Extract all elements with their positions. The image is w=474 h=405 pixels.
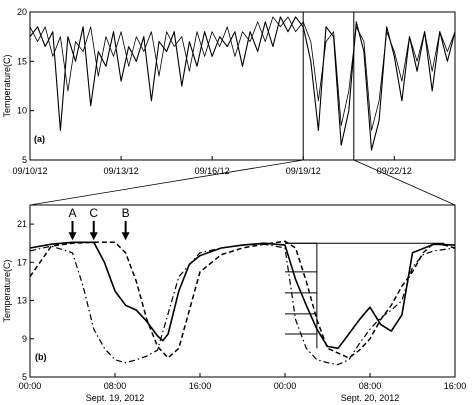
panel-b-y-tick-label: 9 bbox=[22, 334, 27, 344]
panel-a-y-tick-label: 5 bbox=[22, 155, 27, 165]
annotation-a-arrow-head bbox=[68, 232, 77, 241]
panel-b-series-group bbox=[29, 240, 456, 366]
annotation-c: C bbox=[89, 206, 98, 241]
panel-a-x-tick-label: 09/19/12 bbox=[286, 166, 321, 176]
panel-b-axes: 5 9 13 17 21 00:00 08:00 16:00 00:00 08:00 16:00 Se… bbox=[17, 219, 466, 403]
panel-a-plot-area bbox=[29, 11, 456, 161]
panel-b-x-tick-label: 00:00 bbox=[19, 381, 42, 391]
panel-a-x-tick-label: 09/10/12 bbox=[12, 166, 47, 176]
panel-b-y-tick-label: 13 bbox=[17, 296, 27, 306]
zoom-connector-right bbox=[353, 159, 456, 206]
panel-a: 5 10 15 20 09/10/12 09/13/12 09/16/12 09/19/12 0… bbox=[2, 7, 456, 176]
panel-b-label: (b) bbox=[35, 352, 47, 362]
annotation-b-label: B bbox=[122, 206, 130, 220]
panel-b-x-tick-label: 00:00 bbox=[274, 381, 297, 391]
panel-b-x-tick-label: 08:00 bbox=[359, 381, 382, 391]
panel-b-date-label: Sept. 20, 2012 bbox=[341, 393, 400, 403]
panel-a-y-tick-label: 20 bbox=[17, 7, 27, 17]
panel-b-series-dashed-line bbox=[29, 240, 456, 359]
panel-b-series-dash-dot-line bbox=[29, 243, 456, 366]
panel-a-y-axis-title: Temperature(C) bbox=[2, 54, 12, 117]
panel-b-y-tick-label: 17 bbox=[17, 257, 27, 267]
panel-b-y-tick-label: 21 bbox=[17, 219, 27, 229]
panel-b-x-tick-label: 08:00 bbox=[104, 381, 127, 391]
panel-a-x-tick-label: 09/22/12 bbox=[377, 166, 412, 176]
panel-b-date-label: Sept. 19, 2012 bbox=[86, 393, 145, 403]
panel-b-plot-area bbox=[29, 204, 456, 378]
panel-b-y-axis-title: Temperature(C) bbox=[2, 259, 12, 322]
annotation-b-arrow-head bbox=[121, 232, 130, 241]
panel-a-label: (a) bbox=[34, 134, 45, 144]
zoom-connector-lines bbox=[29, 159, 456, 206]
panel-a-series-1-line bbox=[29, 16, 456, 151]
panel-a-x-tick-label: 09/16/12 bbox=[195, 166, 230, 176]
panel-b-x-tick-label: 16:00 bbox=[444, 381, 467, 391]
annotation-c-arrow-head bbox=[89, 232, 98, 241]
panel-a-series-group bbox=[29, 16, 456, 151]
panel-b-y-tick-label: 5 bbox=[22, 372, 27, 382]
panel-a-y-tick-label: 15 bbox=[17, 56, 27, 66]
panel-b-x-tick-label: 16:00 bbox=[189, 381, 212, 391]
annotation-a-label: A bbox=[68, 206, 76, 220]
panel-a-x-tick-label: 09/13/12 bbox=[104, 166, 139, 176]
annotation-b: B bbox=[121, 206, 130, 241]
zoom-connector-left bbox=[29, 159, 304, 206]
panel-a-axes: 5 10 15 20 09/10/12 09/13/12 09/16/12 09/19/12 0… bbox=[12, 7, 411, 176]
panel-a-series-2-line bbox=[29, 16, 456, 131]
panel-a-zoom-window bbox=[302, 12, 355, 160]
panel-b-series-solid-line bbox=[29, 241, 456, 350]
panel-a-y-tick-label: 10 bbox=[17, 106, 27, 116]
annotation-a: A bbox=[68, 206, 77, 241]
annotation-c-label: C bbox=[89, 206, 98, 220]
